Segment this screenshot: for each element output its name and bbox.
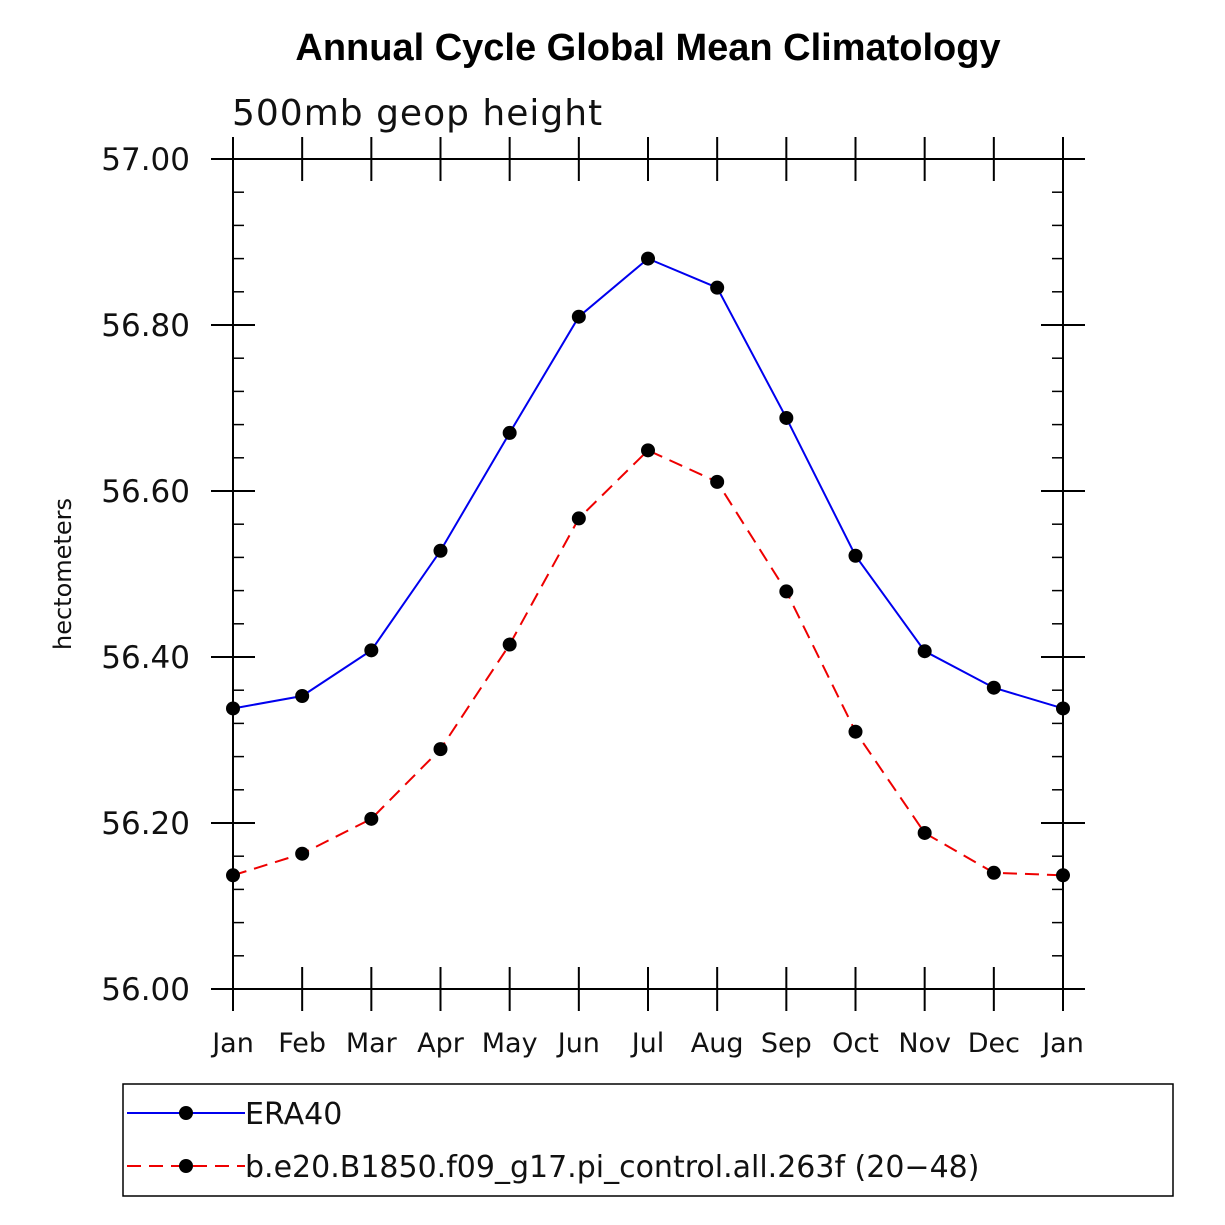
data-point: [364, 811, 379, 826]
x-tick-label: Feb: [278, 1028, 326, 1059]
y-tick-labels: 56.00 56.20 56.40 56.60 56.80 57.00: [101, 142, 190, 1008]
legend-label: ERA40: [245, 1097, 342, 1132]
legend-box: [122, 1083, 1174, 1197]
legend-label: b.e20.B1850.f09_g17.pi_control.all.263f …: [245, 1150, 979, 1185]
data-point: [917, 825, 932, 840]
plot-border: [232, 158, 1064, 990]
data-point: [502, 425, 517, 440]
x-tick-label: Sep: [761, 1028, 812, 1059]
chart-title: Annual Cycle Global Mean Climatology: [295, 27, 1000, 69]
x-tick-label: Nov: [898, 1028, 951, 1059]
x-tick-label: Mar: [346, 1028, 398, 1059]
data-point: [433, 543, 448, 558]
x-tick-label: Jan: [1040, 1028, 1084, 1059]
data-point: [433, 742, 448, 757]
x-tick-label: Jan: [210, 1028, 254, 1059]
y-tick-label: 56.00: [101, 972, 190, 1008]
data-point: [779, 410, 794, 425]
data-point: [571, 309, 586, 324]
x-tick-label: May: [482, 1028, 538, 1059]
axis-ticks: [211, 137, 1085, 1011]
data-point: [1056, 701, 1070, 716]
series-line: [232, 257, 1064, 710]
data-point: [848, 548, 863, 563]
plot-frame: [232, 158, 1064, 990]
data-point: [295, 689, 310, 704]
y-tick-label: 56.40: [101, 640, 190, 676]
data-point: [226, 868, 240, 883]
data-point: [986, 865, 1001, 880]
data-point: [710, 474, 725, 489]
data-point: [571, 511, 586, 526]
series-1: [226, 251, 1070, 716]
data-point: [710, 280, 725, 295]
x-tick-label: Dec: [968, 1028, 1020, 1059]
y-tick-label: 56.80: [101, 308, 190, 344]
data-point: [226, 701, 240, 716]
y-axis-label: hectometers: [49, 498, 77, 650]
x-tick-labels: Jan Feb Mar Apr May Jun Jul Aug Sep Oct Nov Dec Jan: [210, 1028, 1084, 1059]
data-point: [779, 584, 794, 599]
series-2: [226, 443, 1070, 883]
data-point: [502, 637, 517, 652]
data-point: [848, 724, 863, 739]
chart-subtitle: 500mb geop height: [232, 93, 603, 134]
data-point: [1056, 868, 1070, 883]
y-tick-label: 57.00: [101, 142, 190, 178]
x-tick-label: Jun: [556, 1028, 600, 1059]
legend: ERA40 b.e20.B1850.f09_g17.pi_control.all.…: [122, 1083, 1174, 1197]
x-tick-label: Jul: [630, 1028, 665, 1059]
data-point: [364, 643, 379, 658]
data-point: [641, 443, 655, 458]
legend-marker: [179, 1159, 193, 1173]
data-point: [295, 846, 310, 861]
series-line: [232, 449, 1064, 877]
y-tick-label: 56.20: [101, 806, 190, 842]
y-tick-label: 56.60: [101, 474, 190, 510]
x-tick-label: Aug: [691, 1028, 744, 1059]
data-point: [986, 680, 1001, 695]
x-tick-label: Apr: [417, 1028, 465, 1059]
data-point: [917, 644, 932, 659]
series-layer: [226, 251, 1070, 883]
legend-marker: [179, 1106, 193, 1120]
data-point: [641, 251, 655, 266]
x-tick-label: Oct: [832, 1028, 879, 1059]
